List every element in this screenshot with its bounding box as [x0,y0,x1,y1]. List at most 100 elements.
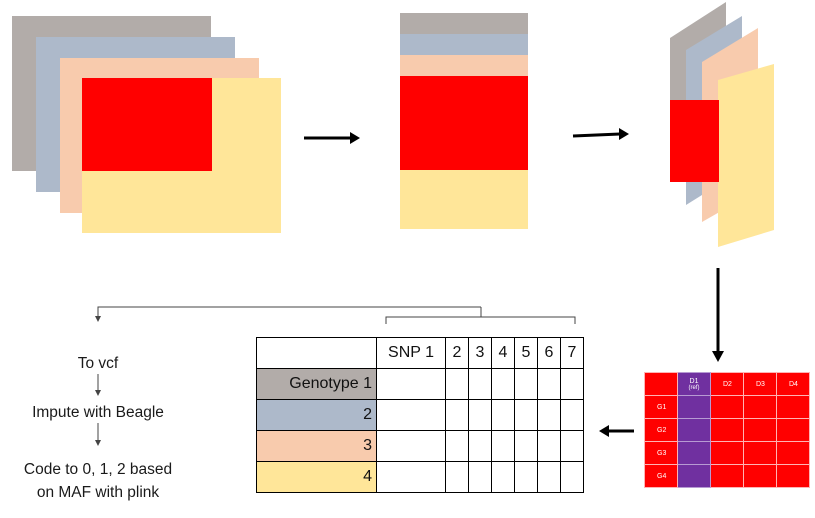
mini-header-row: D1 (ref) D2 D3 D4 [644,372,810,396]
mini-cell [743,464,777,488]
mini-cell [743,395,777,419]
table-row: Genotype 1 [256,368,584,400]
table-cell [468,461,492,493]
table-cell [537,399,561,431]
mini-header-d1-label: D1 [689,377,699,385]
table-cell [514,368,538,400]
table-cell [445,430,469,462]
header-snp-1: SNP 1 [376,337,446,369]
table-cell [445,461,469,493]
table-corner-cell [256,337,377,369]
mini-header-d1: D1 (ref) [677,372,711,396]
table-cell [468,399,492,431]
layer-stack-perspective [670,2,774,247]
crop-yellow [400,170,528,229]
mini-row: G3 [644,441,810,465]
header-snp-5: 5 [514,337,538,369]
table-cell [560,368,584,400]
table-cell [376,461,446,493]
step-code-maf-line1: Code to 0, 1, 2 based [23,461,173,478]
row-label-genotype-3: 3 [256,430,377,462]
persp-yellow [718,64,774,247]
table-cell [491,461,515,493]
mini-header-d2: D2 [710,372,744,396]
mini-row: G4 [644,464,810,488]
table-cell [376,430,446,462]
step-impute-beagle: Impute with Beagle [32,404,164,421]
table-cell [560,399,584,431]
arrow-right-1 [304,132,360,144]
pipeline-arrowhead-2 [95,440,101,446]
mini-row-label-g1: G1 [644,395,678,419]
mini-cell [776,464,810,488]
header-snp-7: 7 [560,337,584,369]
mini-cell [710,441,744,465]
table-cell [491,368,515,400]
crop-red [400,76,528,170]
table-cell [537,430,561,462]
table-cell [445,399,469,431]
table-cell [376,399,446,431]
header-snp-3: 3 [468,337,492,369]
table-row: 2 [256,399,584,431]
table-cell [514,399,538,431]
crop-peach [400,55,528,78]
mini-cell [710,418,744,442]
table-cell [537,461,561,493]
genotype-table: SNP 1 2 3 4 5 6 7 Genotype 1 2 3 4 [256,337,584,493]
table-cell [491,430,515,462]
mini-header-d4: D4 [776,372,810,396]
layer-stack-cropped [400,13,528,229]
mini-matrix: D1 (ref) D2 D3 D4 G1 G2 G3 G4 [644,372,810,488]
mini-cell [776,395,810,419]
table-cell [468,368,492,400]
row-label-genotype-4: 4 [256,461,377,493]
header-snp-2: 2 [445,337,469,369]
row-label-genotype-2: 2 [256,399,377,431]
mini-cell [677,441,711,465]
table-header-row: SNP 1 2 3 4 5 6 7 [256,337,584,369]
table-cell [445,368,469,400]
crop-gray [400,13,528,36]
layer-stack-flat [12,16,281,233]
table-cell [560,430,584,462]
mini-cell [677,464,711,488]
step-to-vcf: To vcf [77,355,119,372]
mini-cell [776,441,810,465]
table-row: 3 [256,430,584,462]
table-cell [537,368,561,400]
mini-row-label-g2: G2 [644,418,678,442]
arrow-down [712,268,724,362]
mini-header-d3: D3 [743,372,777,396]
layer-red-region [82,78,212,171]
step-code-maf-line2: on MAF with plink [36,484,160,501]
table-row: 4 [256,461,584,493]
mini-cell [743,441,777,465]
mini-cell [743,418,777,442]
pipeline-arrowhead-1 [95,390,101,396]
header-snp-4: 4 [491,337,515,369]
mini-header-d1-ref: (ref) [688,384,700,391]
crop-blue [400,34,528,57]
bracket-arrowhead [95,316,101,322]
mini-cell [776,418,810,442]
mini-cell [677,395,711,419]
arrow-right-2 [572,128,629,140]
persp-red [670,100,719,182]
bracket-connector [97,306,576,324]
table-cell [514,430,538,462]
arrow-left [599,425,634,437]
mini-row: G1 [644,395,810,419]
mini-cell [710,395,744,419]
table-cell [514,461,538,493]
table-cell [560,461,584,493]
table-cell [468,430,492,462]
mini-row-label-g4: G4 [644,464,678,488]
table-cell [376,368,446,400]
table-cell [491,399,515,431]
mini-cell [677,418,711,442]
header-snp-6: 6 [537,337,561,369]
mini-row-label-g3: G3 [644,441,678,465]
mini-corner-cell [644,372,678,396]
